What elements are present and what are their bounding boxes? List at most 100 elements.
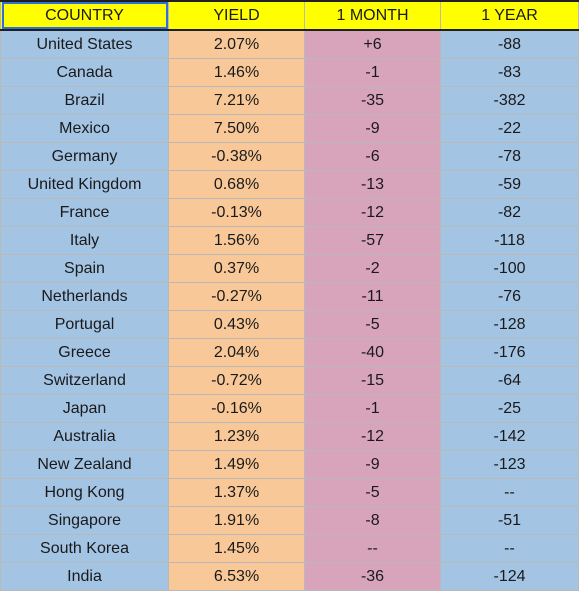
country-cell[interactable]: Brazil (0, 86, 169, 115)
one-year-change-cell[interactable]: -25 (440, 394, 579, 423)
yield-cell[interactable]: 0.43% (168, 310, 305, 339)
yield-cell[interactable]: 2.04% (168, 338, 305, 367)
one-year-change-cell[interactable]: -- (440, 478, 579, 507)
country-cell[interactable]: New Zealand (0, 450, 169, 479)
country-cell[interactable]: Spain (0, 254, 169, 283)
one-month-change-cell[interactable]: +6 (304, 29, 441, 59)
country-cell[interactable]: Netherlands (0, 282, 169, 311)
one-year-change-cell[interactable]: -82 (440, 198, 579, 227)
country-cell[interactable]: Switzerland (0, 366, 169, 395)
header-country[interactable]: COUNTRY (0, 0, 169, 31)
table-row: Netherlands -0.27% -11 -76 (0, 282, 579, 311)
one-month-change-cell[interactable]: -- (304, 534, 441, 563)
one-month-change-cell[interactable]: -12 (304, 422, 441, 451)
one-month-change-cell[interactable]: -5 (304, 478, 441, 507)
one-year-change-cell[interactable]: -- (440, 534, 579, 563)
table-row: Mexico 7.50% -9 -22 (0, 114, 579, 143)
yield-cell[interactable]: -0.13% (168, 198, 305, 227)
one-month-change-cell[interactable]: -9 (304, 114, 441, 143)
one-month-change-cell[interactable]: -11 (304, 282, 441, 311)
table-body: United States 2.07% +6 -88 Canada 1.46% -1 -83 B… (0, 29, 579, 591)
country-cell[interactable]: United Kingdom (0, 170, 169, 199)
table-row: Switzerland -0.72% -15 -64 (0, 366, 579, 395)
country-cell[interactable]: South Korea (0, 534, 169, 563)
yield-cell[interactable]: 1.91% (168, 506, 305, 535)
one-year-change-cell[interactable]: -176 (440, 338, 579, 367)
one-year-change-cell[interactable]: -83 (440, 58, 579, 87)
one-year-change-cell[interactable]: -123 (440, 450, 579, 479)
country-cell[interactable]: Italy (0, 226, 169, 255)
one-year-change-cell[interactable]: -78 (440, 142, 579, 171)
header-row: COUNTRY YIELD 1 MONTH 1 YEAR (0, 0, 579, 31)
table-row: South Korea 1.45% -- -- (0, 534, 579, 563)
yield-cell[interactable]: 6.53% (168, 562, 305, 591)
table-row: Spain 0.37% -2 -100 (0, 254, 579, 283)
table-row: France -0.13% -12 -82 (0, 198, 579, 227)
table-row: Australia 1.23% -12 -142 (0, 422, 579, 451)
table-row: Germany -0.38% -6 -78 (0, 142, 579, 171)
one-month-change-cell[interactable]: -5 (304, 310, 441, 339)
country-cell[interactable]: Australia (0, 422, 169, 451)
table-row: Canada 1.46% -1 -83 (0, 58, 579, 87)
yield-cell[interactable]: 7.50% (168, 114, 305, 143)
yield-cell[interactable]: 7.21% (168, 86, 305, 115)
one-month-change-cell[interactable]: -1 (304, 58, 441, 87)
one-month-change-cell[interactable]: -9 (304, 450, 441, 479)
table-row: United States 2.07% +6 -88 (0, 29, 579, 59)
header-1-year[interactable]: 1 YEAR (440, 0, 579, 31)
one-month-change-cell[interactable]: -57 (304, 226, 441, 255)
yield-cell[interactable]: 0.37% (168, 254, 305, 283)
country-cell[interactable]: Canada (0, 58, 169, 87)
one-year-change-cell[interactable]: -100 (440, 254, 579, 283)
one-year-change-cell[interactable]: -51 (440, 506, 579, 535)
one-month-change-cell[interactable]: -2 (304, 254, 441, 283)
table-row: Singapore 1.91% -8 -51 (0, 506, 579, 535)
country-cell[interactable]: Germany (0, 142, 169, 171)
yield-cell[interactable]: 2.07% (168, 29, 305, 59)
yield-cell[interactable]: 1.56% (168, 226, 305, 255)
one-year-change-cell[interactable]: -22 (440, 114, 579, 143)
table-row: New Zealand 1.49% -9 -123 (0, 450, 579, 479)
yield-cell[interactable]: 1.23% (168, 422, 305, 451)
one-year-change-cell[interactable]: -64 (440, 366, 579, 395)
header-1-month[interactable]: 1 MONTH (304, 0, 441, 31)
yield-cell[interactable]: -0.16% (168, 394, 305, 423)
one-year-change-cell[interactable]: -76 (440, 282, 579, 311)
one-year-change-cell[interactable]: -382 (440, 86, 579, 115)
country-cell[interactable]: Singapore (0, 506, 169, 535)
one-year-change-cell[interactable]: -118 (440, 226, 579, 255)
one-year-change-cell[interactable]: -124 (440, 562, 579, 591)
yield-cell[interactable]: 1.45% (168, 534, 305, 563)
one-month-change-cell[interactable]: -6 (304, 142, 441, 171)
yield-cell[interactable]: 0.68% (168, 170, 305, 199)
one-month-change-cell[interactable]: -36 (304, 562, 441, 591)
one-month-change-cell[interactable]: -35 (304, 86, 441, 115)
header-yield[interactable]: YIELD (168, 0, 305, 31)
yield-cell[interactable]: -0.72% (168, 366, 305, 395)
country-cell[interactable]: Mexico (0, 114, 169, 143)
one-month-change-cell[interactable]: -40 (304, 338, 441, 367)
country-cell[interactable]: India (0, 562, 169, 591)
one-year-change-cell[interactable]: -128 (440, 310, 579, 339)
country-cell[interactable]: France (0, 198, 169, 227)
yield-cell[interactable]: 1.37% (168, 478, 305, 507)
yield-cell[interactable]: 1.49% (168, 450, 305, 479)
one-month-change-cell[interactable]: -12 (304, 198, 441, 227)
country-cell[interactable]: Japan (0, 394, 169, 423)
one-month-change-cell[interactable]: -1 (304, 394, 441, 423)
one-month-change-cell[interactable]: -15 (304, 366, 441, 395)
country-cell[interactable]: Greece (0, 338, 169, 367)
one-month-change-cell[interactable]: -8 (304, 506, 441, 535)
country-cell[interactable]: Portugal (0, 310, 169, 339)
yield-cell[interactable]: 1.46% (168, 58, 305, 87)
one-month-change-cell[interactable]: -13 (304, 170, 441, 199)
yield-cell[interactable]: -0.38% (168, 142, 305, 171)
one-year-change-cell[interactable]: -142 (440, 422, 579, 451)
yield-cell[interactable]: -0.27% (168, 282, 305, 311)
one-year-change-cell[interactable]: -88 (440, 29, 579, 59)
one-year-change-cell[interactable]: -59 (440, 170, 579, 199)
country-cell[interactable]: Hong Kong (0, 478, 169, 507)
country-cell[interactable]: United States (0, 29, 169, 59)
table-row: Greece 2.04% -40 -176 (0, 338, 579, 367)
